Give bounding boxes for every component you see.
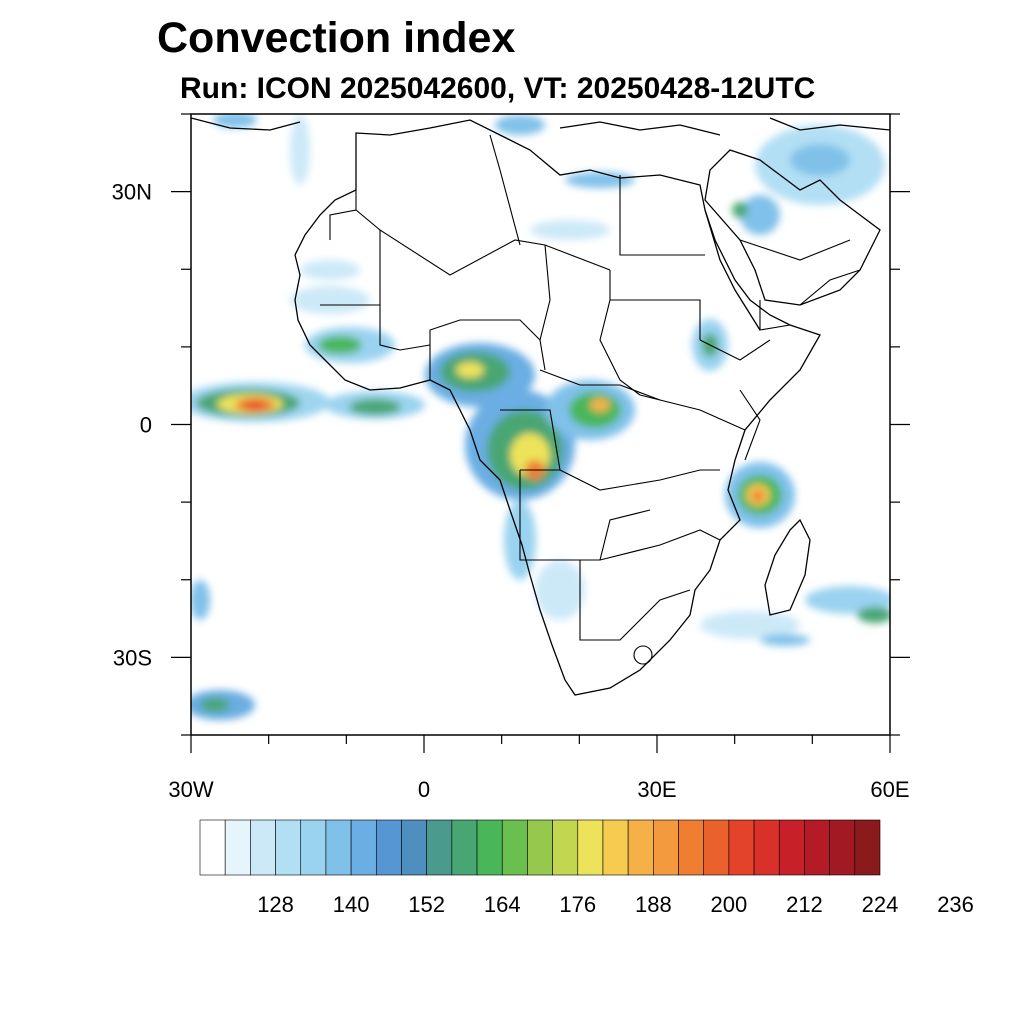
colorbar-label: 176 (559, 892, 596, 917)
colorbar-box (250, 819, 276, 876)
colorbar-box (678, 819, 705, 876)
colorbar-label: 128 (257, 892, 294, 917)
colorbar (199, 819, 881, 876)
colorbar-box (426, 819, 453, 876)
colorbar-box (401, 819, 427, 876)
map-subtitle: Run: ICON 2025042600, VT: 20250428-12UTC (180, 72, 816, 105)
colorbar-label: 224 (862, 892, 899, 917)
colorbar-box (476, 819, 503, 876)
lon-tick-label: 0 (418, 777, 430, 802)
lat-tick-label: 30N (112, 180, 152, 205)
coastlines (191, 117, 890, 696)
lat-tick-label: 30S (113, 645, 152, 670)
colorbar-box (778, 819, 805, 876)
colorbar-box (199, 819, 226, 876)
colorbar-box (653, 819, 679, 876)
colorbar-box (602, 819, 629, 876)
colorbar-box (325, 819, 352, 876)
colorbar-box (501, 819, 528, 876)
colorbar-box (552, 819, 579, 876)
convection-field (191, 114, 890, 720)
colorbar-box (804, 819, 830, 876)
country-borders (320, 134, 861, 665)
colorbar-box (224, 819, 251, 876)
colorbar-label: 212 (786, 892, 823, 917)
colorbar-box (829, 819, 856, 876)
colorbar-label: 140 (333, 892, 370, 917)
colorbar-box (577, 819, 604, 876)
colorbar-box (300, 819, 327, 876)
colorbar-box (728, 819, 755, 876)
colorbar-label: 164 (484, 892, 521, 917)
colorbar-box (703, 819, 730, 876)
colorbar-label: 152 (408, 892, 445, 917)
colorbar-box (375, 819, 402, 876)
colorbar-box (854, 819, 881, 876)
axis-ticks: 30W 0 30E 60E 30N 0 30S (112, 113, 910, 802)
colorbar-label: 188 (635, 892, 672, 917)
colorbar-box (753, 819, 780, 876)
colorbar-box (627, 819, 654, 876)
lat-tick-label: 0 (140, 413, 152, 438)
lon-tick-label: 60E (870, 777, 909, 802)
colorbar-box (451, 819, 478, 876)
colorbar-labels: 128 140 152 164 176 188 200 212 224 236 (257, 892, 974, 917)
colorbar-box (350, 819, 377, 876)
colorbar-box (275, 819, 302, 876)
lon-tick-label: 30W (168, 777, 213, 802)
colorbar-label: 236 (937, 892, 974, 917)
colorbar-box (527, 819, 553, 876)
lon-tick-label: 30E (637, 777, 676, 802)
map-title: Convection index (157, 14, 516, 62)
colorbar-label: 200 (711, 892, 748, 917)
